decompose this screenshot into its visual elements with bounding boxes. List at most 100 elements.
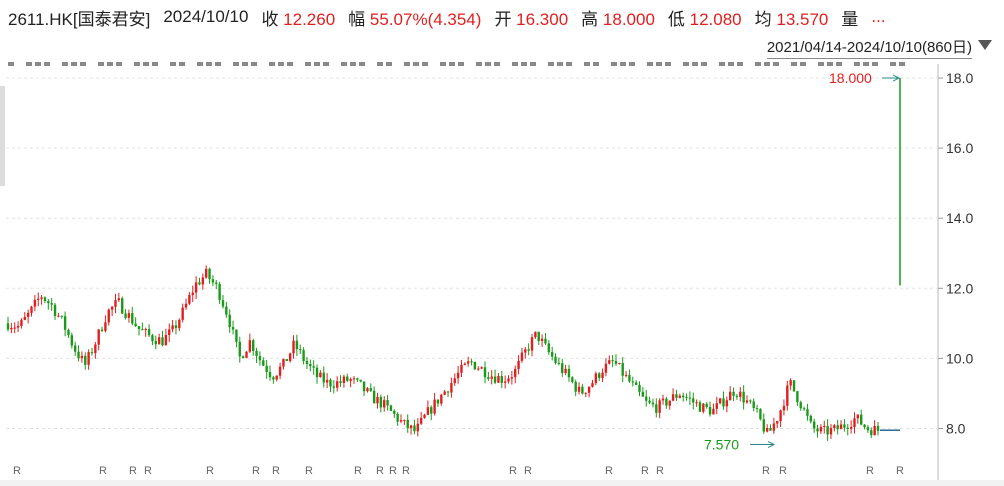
candle-body <box>100 329 104 331</box>
candle-body <box>661 398 665 401</box>
event-marker <box>629 62 635 66</box>
candle-body <box>151 335 154 342</box>
candle-body <box>366 388 369 392</box>
event-marker <box>269 62 275 66</box>
candle-body <box>50 303 53 305</box>
candle-body <box>117 298 121 301</box>
candle-body <box>446 391 450 393</box>
candle-body <box>453 378 456 384</box>
candle-body <box>668 400 671 406</box>
candle-body <box>218 283 221 301</box>
candle-body <box>309 363 312 367</box>
candle-body <box>53 304 57 316</box>
candle-body <box>470 361 473 363</box>
candle-body <box>275 375 278 380</box>
candle-body <box>10 327 13 330</box>
candle-body <box>702 403 705 412</box>
event-marker <box>692 62 698 66</box>
event-marker <box>377 62 383 66</box>
candle-body <box>450 383 453 393</box>
candle-body <box>184 303 188 308</box>
event-marker <box>872 62 878 66</box>
candle-body <box>73 345 77 352</box>
event-marker <box>890 62 896 66</box>
candle-body <box>497 376 500 383</box>
candle-body <box>346 376 349 381</box>
volume-label: 量 <box>841 9 859 29</box>
candle-body <box>352 378 356 380</box>
event-r-marker: R <box>779 465 787 477</box>
candle-body <box>772 423 776 431</box>
candle-body <box>564 368 567 373</box>
candle-body <box>430 407 433 414</box>
candle-body <box>577 386 581 392</box>
candle-body <box>191 292 194 295</box>
event-r-marker: R <box>305 465 313 477</box>
candle-body <box>759 408 762 420</box>
candle-body <box>121 298 124 314</box>
candle-body <box>597 373 601 378</box>
event-marker <box>719 62 725 66</box>
candle-body <box>94 344 97 354</box>
candle-body <box>493 376 497 383</box>
event-marker <box>530 62 536 66</box>
candle-body <box>480 367 483 369</box>
event-marker <box>386 62 392 66</box>
candle-body <box>732 391 735 396</box>
candle-body <box>695 402 698 404</box>
candle-body <box>278 366 282 376</box>
candle-body <box>426 407 430 415</box>
y-tick-label: 16.0 <box>946 140 973 156</box>
low-arrow-icon <box>767 441 776 448</box>
open-label: 开 <box>494 9 512 29</box>
event-marker <box>440 62 446 66</box>
high-value: 18.000 <box>602 9 655 29</box>
candle-body <box>124 313 127 318</box>
candle-body <box>312 366 315 368</box>
event-marker <box>350 62 356 66</box>
high-annotation-label: 18.000 <box>829 70 872 86</box>
candle-body <box>698 402 702 412</box>
candle-body <box>43 297 47 302</box>
candle-body <box>319 372 322 378</box>
candle-body <box>13 327 16 329</box>
event-marker <box>791 62 797 66</box>
candle-body <box>322 372 325 383</box>
candle-body <box>671 394 675 401</box>
candle-body <box>26 312 30 317</box>
event-r-marker: R <box>252 465 260 477</box>
candle-body <box>181 307 184 320</box>
event-marker <box>593 62 599 66</box>
candle-body <box>655 404 658 413</box>
y-tick-label: 8.0 <box>946 420 966 436</box>
event-marker <box>134 62 140 66</box>
candle-body <box>238 341 241 357</box>
stock-symbol[interactable]: 2611.HK[国泰君安] <box>8 9 151 29</box>
event-marker <box>116 62 122 66</box>
candle-body <box>325 379 329 383</box>
candle-body <box>762 419 765 432</box>
candle-body <box>208 268 211 280</box>
candle-body <box>510 377 514 379</box>
close-value: 12.260 <box>283 9 336 29</box>
candle-body <box>90 352 94 354</box>
candle-body <box>80 355 84 359</box>
event-marker <box>665 62 671 66</box>
dropdown-arrow-icon[interactable] <box>978 40 992 50</box>
candle-body <box>681 395 685 398</box>
candle-body <box>692 398 695 403</box>
event-marker <box>404 62 410 66</box>
candle-body <box>752 401 755 409</box>
more-indicator[interactable]: ... <box>871 7 886 26</box>
candle-body <box>134 323 137 327</box>
candle-body <box>292 340 295 354</box>
candle-body <box>436 399 440 404</box>
candle-body <box>705 403 708 407</box>
candle-body <box>171 325 174 330</box>
candle-body <box>168 329 171 336</box>
candle-body <box>295 340 299 350</box>
candle-body <box>833 425 836 429</box>
candle-body <box>204 268 208 278</box>
date-range-selector[interactable]: 2021/04/14-2024/10/10(860日) <box>766 36 972 59</box>
